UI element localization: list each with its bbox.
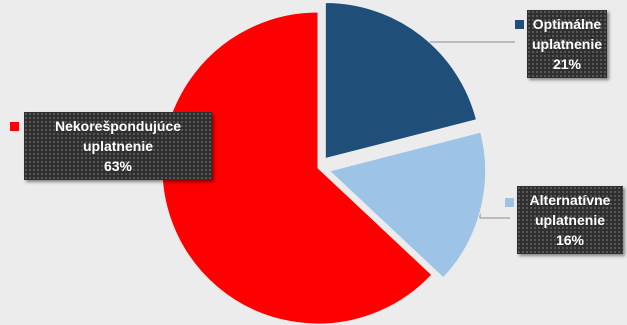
pie-slice-alternativne [328,131,487,279]
data-label-nekorespondujuce-line2: uplatnenie [82,138,153,154]
data-label-alternativne: Alternatívne uplatnenie 16% [517,186,623,254]
data-label-optimalne-line2: uplatnenie [531,36,602,52]
pie-slice-nekorespondujuce [161,11,433,325]
data-label-alternativne-value: 16% [555,232,585,248]
data-label-optimalne-value: 21% [552,56,582,72]
data-label-nekorespondujuce-value: 63% [103,158,133,174]
data-label-optimalne-line1: Optimálne [532,16,602,32]
data-label-nekorespondujuce: Nekorešpondujúce uplatnenie 63% [24,112,212,180]
data-label-nekorespondujuce-line1: Nekorešpondujúce [54,118,182,134]
pie-slice-optimalne [324,2,478,160]
data-label-alternativne-line2: uplatnenie [534,212,605,228]
legend-swatch-optimalne [515,20,524,29]
leader-line-alternativne [479,208,510,219]
data-label-optimalne: Optimálne uplatnenie 21% [527,10,607,78]
data-label-alternativne-line1: Alternatívne [529,192,611,208]
legend-swatch-nekorespondujuce [10,122,19,131]
legend-swatch-alternativne [505,198,514,207]
